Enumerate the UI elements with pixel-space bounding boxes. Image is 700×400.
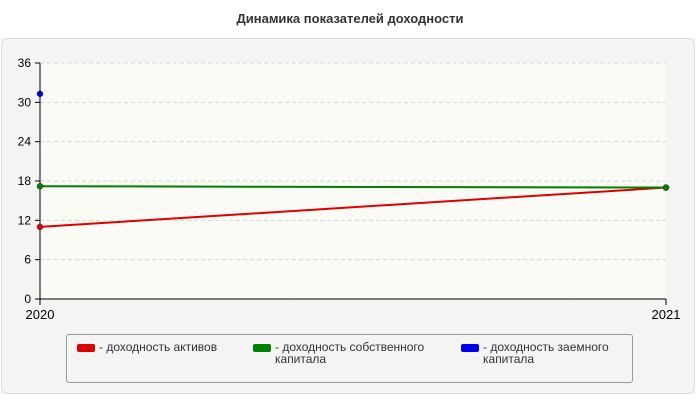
series-line-1 <box>39 185 667 189</box>
data-point-series-2 <box>36 90 44 98</box>
x-tick-label: 2021 <box>652 307 681 322</box>
y-tick-label: 6 <box>24 253 31 267</box>
legend: - доходность активов - доходность собстве… <box>66 334 633 383</box>
y-tick-label: 12 <box>18 213 32 227</box>
y-tick-label: 18 <box>18 174 32 188</box>
legend-swatch <box>461 344 479 352</box>
legend-swatch <box>77 344 95 352</box>
legend-label: - доходность собственного капитала <box>275 340 425 366</box>
data-point-series-1 <box>662 184 670 191</box>
data-point-series-1 <box>36 182 44 190</box>
y-tick-label: 30 <box>18 95 32 109</box>
legend-label: - доходность активов <box>99 340 218 354</box>
series-line-0 <box>39 186 667 228</box>
legend-swatch <box>253 344 271 352</box>
x-axis-ticks: 2020 2021 <box>26 299 681 322</box>
y-axis-ticks: 0 6 12 18 24 30 36 <box>18 56 40 306</box>
legend-label: - доходность заемного капитала <box>483 340 609 366</box>
data-point-series-0 <box>36 223 44 231</box>
y-tick-label: 0 <box>24 292 31 306</box>
y-tick-label: 24 <box>18 135 32 149</box>
chart-title: Динамика показателей доходности <box>236 11 464 26</box>
grid-lines <box>40 62 666 261</box>
series-points <box>36 90 670 231</box>
y-tick-label: 36 <box>18 56 32 70</box>
series-lines <box>39 185 667 228</box>
x-tick-label: 2020 <box>26 307 55 322</box>
